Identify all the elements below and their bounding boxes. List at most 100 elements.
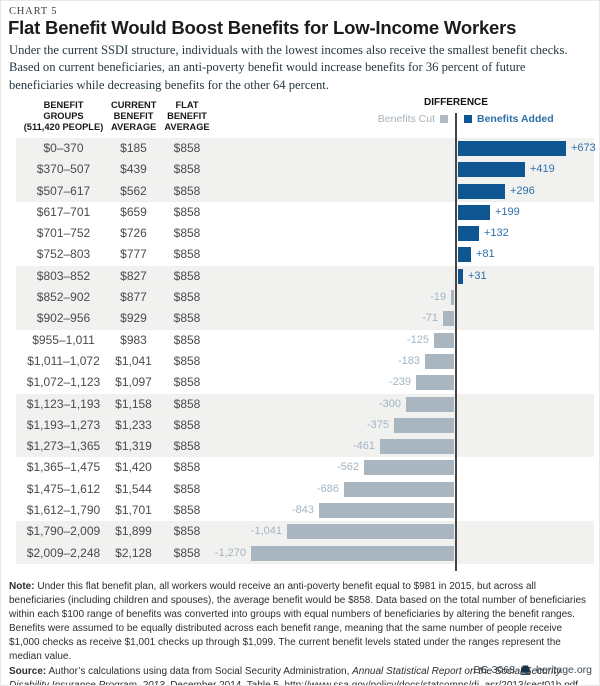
current-benefit-cell: $1,233 [115,417,152,432]
difference-value-label: -375 [366,418,389,431]
difference-value-label: -183 [397,354,420,367]
benefit-group-cell: $1,365–1,475 [26,460,101,475]
flat-benefit-cell: $858 [173,204,201,219]
flat-benefit-cell: $858 [173,268,201,283]
table-row: $803–852 $827 $858 +31 [16,265,594,288]
benefit-group-cell: $1,790–2,009 [26,524,101,539]
difference-bar-area: +199 [218,202,594,223]
benefit-group-cell: $1,011–1,072 [27,353,100,368]
current-benefit-cell: $726 [120,226,147,241]
flat-benefit-cell: $858 [173,290,201,305]
flat-benefit-cell: $858 [173,141,201,155]
benefits-cut-bar [344,481,454,497]
footer-doc-id: BG 3068 [473,664,515,676]
current-benefit-cell: $185 [120,141,147,155]
source-post: , December 2014, Table 5, http://www.ssa… [164,680,579,686]
difference-value-label: +199 [495,205,520,218]
benefits-cut-bar [451,290,454,306]
legend-benefits-added: Benefits Added [464,113,554,125]
difference-bar-area: -461 [218,436,594,457]
table-row: $507–617 $562 $858 +296 [16,180,594,202]
benefits-cut-bar [319,503,454,519]
benefits-cut-bar [380,439,454,455]
benefits-cut-bar [443,311,454,327]
benefits-cut-bar [251,545,454,561]
difference-value-label: -461 [352,440,375,453]
benefits-added-bar [458,247,471,263]
column-header-benefit-groups: BENEFIT GROUPS (511,420 PEOPLE) [23,99,104,132]
table-row: $955–1,011 $983 $858 -125 [16,330,594,351]
current-benefit-cell: $983 [120,332,147,347]
difference-bar-area: +132 [218,223,594,244]
flat-benefit-cell: $858 [173,481,201,496]
difference-value-label: -19 [430,291,446,304]
benefit-group-cell: $902–956 [36,311,91,326]
difference-bar-area: +31 [218,266,594,287]
difference-bar-area: +419 [218,159,594,180]
benefit-group-cell: $1,072–1,123 [26,375,101,390]
difference-bar-area: -375 [218,415,594,436]
benefit-group-cell: $507–617 [36,183,91,198]
benefits-cut-bar [406,396,454,412]
benefits-cut-bar [394,417,454,433]
column-header-flat-benefit: FLAT BENEFIT AVERAGE [164,99,210,132]
footer: BG 3068 heritage.org [474,664,593,676]
flat-benefit-cell: $858 [173,247,201,262]
benefit-group-cell: $370–507 [36,162,91,177]
benefits-cut-bar [425,353,454,369]
difference-value-label: -1,041 [250,525,282,538]
current-benefit-cell: $1,319 [115,439,152,454]
difference-bar-area: -843 [218,500,594,521]
flat-benefit-cell: $858 [173,524,201,539]
benefits-added-bar [458,141,566,156]
legend-benefits-cut-label: Benefits Cut [377,113,435,125]
note-body: Under this flat benefit plan, all worker… [9,581,587,662]
difference-value-label: +419 [530,163,555,176]
table-row: $701–752 $726 $858 +132 [16,223,594,244]
current-benefit-cell: $1,158 [115,396,152,411]
flat-benefit-cell: $858 [173,332,201,347]
current-benefit-cell: $827 [120,268,147,283]
difference-bar-area: -562 [218,457,594,478]
benefits-added-bar [458,204,490,220]
legend-benefits-cut: Benefits Cut [378,113,448,125]
difference-bar-area: -1,041 [218,521,594,542]
table-row: $1,475–1,612 $1,544 $858 -686 [16,479,594,500]
difference-value-label: +132 [484,227,509,240]
source-italic: Annual Statistical Report on the Social … [9,666,562,686]
flat-benefit-cell: $858 [173,162,201,177]
difference-bar-area: +81 [218,244,594,265]
table-row: $370–507 $439 $858 +419 [16,159,594,181]
flat-benefit-cell: $858 [173,396,201,411]
current-benefit-cell: $659 [120,204,147,219]
difference-bar-area: -686 [218,479,594,500]
table-row: $752–803 $777 $858 +81 [16,244,594,265]
benefit-group-cell: $752–803 [36,247,91,262]
current-benefit-cell: $439 [120,162,147,177]
flat-benefit-cell: $858 [173,439,201,454]
benefit-group-cell: $955–1,011 [32,332,95,347]
current-benefit-cell: $777 [120,247,147,262]
chart-header: BENEFIT GROUPS (511,420 PEOPLE) CURRENT … [16,96,594,138]
difference-bar-area: -71 [218,308,594,329]
legend-benefits-added-label: Benefits Added [477,113,554,125]
difference-value-label: +673 [571,142,596,154]
table-row: $1,273–1,365 $1,319 $858 -461 [16,436,594,458]
benefit-group-cell: $852–902 [36,290,91,305]
chart-subtitle: Under the current SSDI structure, indivi… [9,43,568,92]
source-pre: Author’s calculations using data from So… [46,666,353,677]
difference-value-label: -843 [291,504,314,517]
difference-value-label: -71 [422,312,438,325]
difference-bar-area: +673 [218,138,596,159]
difference-value-label: -125 [406,333,429,346]
benefit-group-cell: $2,009–2,248 [26,545,101,560]
table-row: $2,009–2,248 $2,128 $858 -1,270 [16,542,594,564]
current-benefit-cell: $1,420 [115,460,152,475]
table-row: $0–370 $185 $858 +673 [16,138,596,160]
benefits-added-swatch-icon [464,114,472,123]
difference-value-label: -239 [388,376,411,389]
difference-value-label: +81 [476,248,495,261]
benefit-group-cell: $1,273–1,365 [26,439,101,454]
current-benefit-cell: $929 [120,311,147,326]
flat-benefit-chart: BENEFIT GROUPS (511,420 PEOPLE) CURRENT … [16,96,596,576]
